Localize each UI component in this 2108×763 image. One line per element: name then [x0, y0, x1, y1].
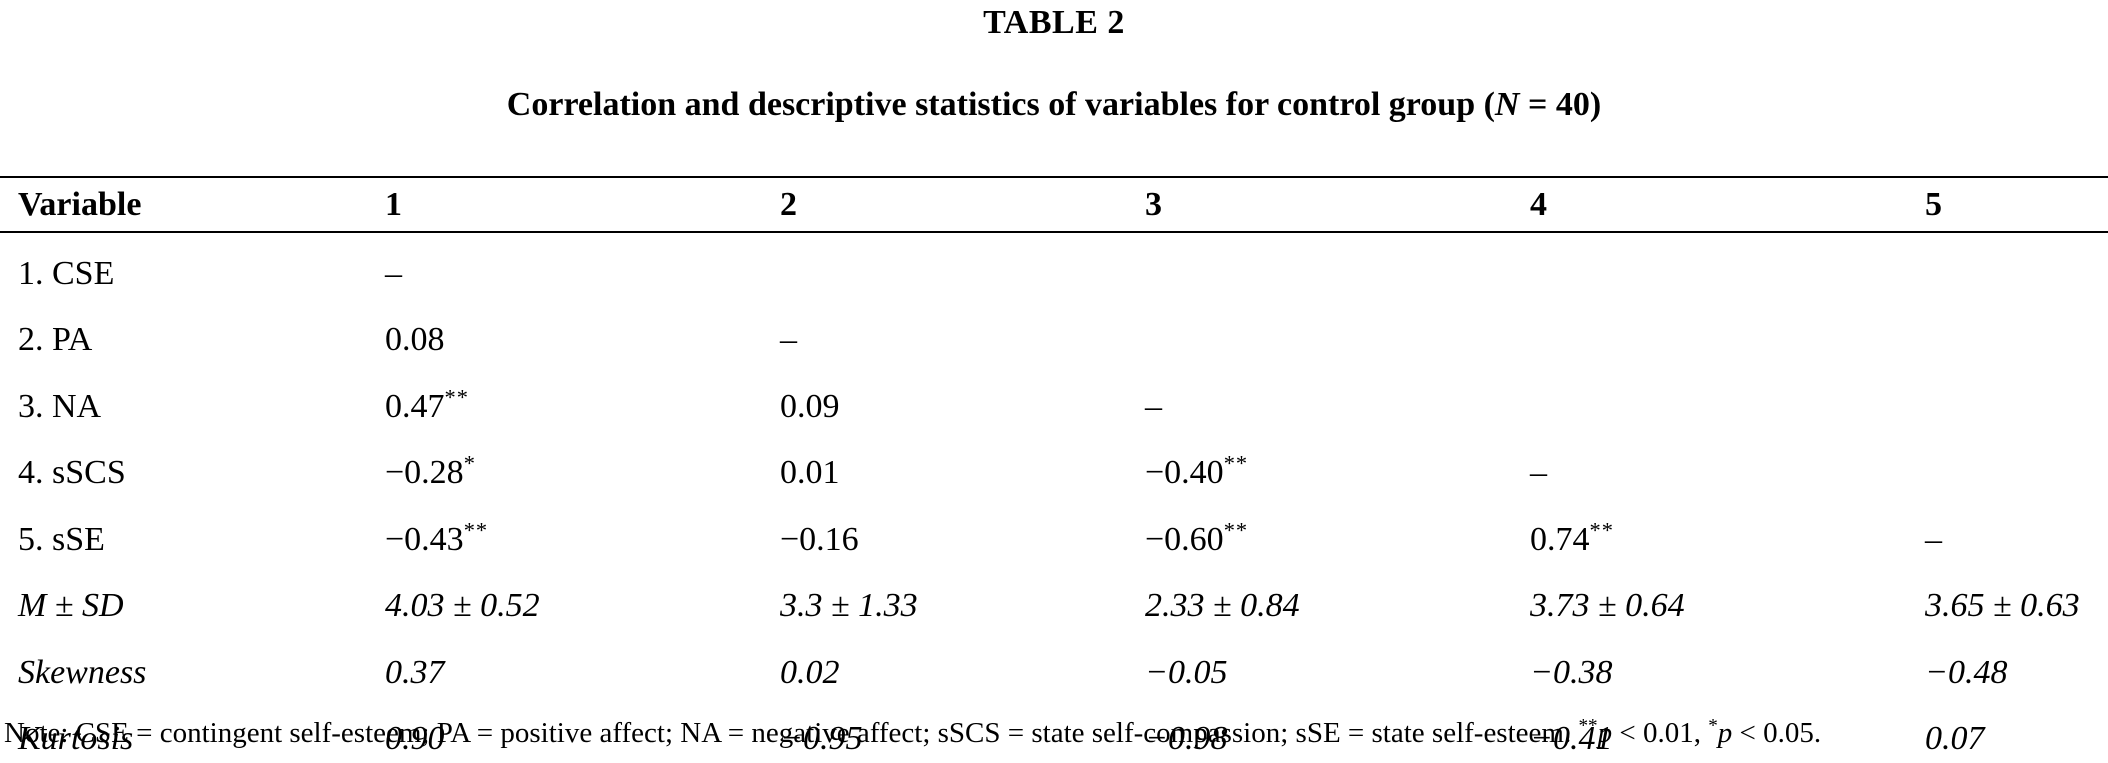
significance-stars: *: [463, 450, 476, 476]
text-run: p: [1597, 717, 1613, 749]
table-cell: 0.07: [1925, 720, 1985, 757]
table-caption: Correlation and descriptive statistics o…: [0, 86, 2108, 124]
statistics-table: Variable 1 2 3 4 5 1. CSE – 2. PA 0.08 – 3. NA 0.47…: [0, 176, 2108, 763]
column-header-1: 1: [385, 177, 780, 233]
significance-stars: **: [1223, 450, 1249, 476]
table-cell: 0.02: [780, 653, 840, 691]
table-cell: [1530, 300, 1925, 367]
table-cell: –: [780, 321, 797, 358]
table-cell: –: [1925, 520, 1942, 558]
row-label: Kurtosis: [18, 720, 134, 757]
table-body: 1. CSE –2. PA 0.08–3. NA 0.47** 0.09–4. sSCS…: [0, 232, 2108, 763]
table-cell: –: [385, 254, 402, 292]
table-cell: 3.65 ± 0.63: [1925, 587, 2080, 624]
text-run: *: [1708, 715, 1718, 737]
text-run: < 0.01,: [1612, 717, 1709, 749]
table-cell: 0.47**: [385, 384, 469, 425]
table-cell: −0.05: [1145, 653, 1228, 691]
table-row: 4. sSCS −0.28* 0.01 −0.40** –: [0, 433, 2108, 500]
table-cell: –: [1530, 454, 1547, 491]
table-cell: −0.43**: [385, 517, 489, 558]
table-cell: 4.03 ± 0.52: [385, 587, 540, 624]
table-cell: [1925, 232, 2108, 300]
row-label: 1. CSE: [18, 254, 115, 292]
table-cell: [1530, 232, 1925, 300]
row-label: 2. PA: [18, 321, 93, 358]
table-number-title: TABLE 2: [983, 4, 1125, 41]
table-cell: –: [1145, 387, 1162, 425]
column-header-5: 5: [1925, 177, 2108, 233]
table-cell: 0.90: [385, 720, 445, 757]
significance-stars: **: [1589, 517, 1614, 543]
table-row: 2. PA 0.08 –: [0, 300, 2108, 367]
table-cell: −0.41: [1530, 720, 1613, 757]
significance-stars: **: [463, 517, 489, 543]
row-label: 3. NA: [18, 387, 102, 425]
table-cell: [1925, 300, 2108, 367]
column-header-4: 4: [1530, 177, 1925, 233]
column-header-2: 2: [780, 177, 1145, 233]
column-header-variable: Variable: [0, 177, 385, 233]
table-cell: 0.74**: [1530, 517, 1614, 558]
text-run: = 40): [1519, 86, 1602, 123]
table-row: M ± SD 4.03 ± 0.52 3.3 ± 1.33 2.33 ± 0.84 3.…: [0, 566, 2108, 633]
table-cell: 0.37: [385, 653, 445, 691]
table-cell: 0.09: [780, 387, 840, 425]
text-run: **: [1578, 715, 1598, 737]
table-row: Skewness 0.37 0.02 −0.05 −0.38 −0.48: [0, 632, 2108, 699]
row-label: 4. sSCS: [18, 454, 126, 491]
table-cell: [1925, 366, 2108, 433]
table-cell: −0.16: [780, 520, 859, 558]
row-label: M ± SD: [18, 587, 124, 624]
table-cell: −0.60**: [1145, 517, 1249, 558]
significance-stars: **: [1223, 517, 1249, 543]
text-run: N: [1494, 86, 1520, 123]
text-run: < 0.05.: [1732, 717, 1822, 749]
table-cell: 3.3 ± 1.33: [780, 587, 918, 624]
column-header-3: 3: [1145, 177, 1530, 233]
table-row: 3. NA 0.47** 0.09 –: [0, 366, 2108, 433]
text-run: Note: CSE = contingent self-esteem; PA =…: [4, 717, 1579, 749]
table-row: 1. CSE –: [0, 232, 2108, 300]
table-cell: −0.98: [1145, 720, 1228, 757]
table-row: 5. sSE −0.43** −0.16 −0.60** 0.74** –: [0, 499, 2108, 566]
table-cell: −0.95: [780, 720, 863, 757]
table-cell: 3.73 ± 0.64: [1530, 587, 1685, 624]
table-cell: [1530, 366, 1925, 433]
table-row: Kurtosis 0.90 −0.95 −0.98 −0.41 0.07: [0, 699, 2108, 763]
significance-stars: **: [444, 384, 469, 410]
table-cell: −0.48: [1925, 653, 2008, 691]
table-cell: −0.28*: [385, 450, 476, 491]
table-cell: 0.08: [385, 321, 445, 358]
table-footnote: Note: CSE = contingent self-esteem; PA =…: [4, 715, 2104, 750]
table-cell: [1925, 433, 2108, 500]
row-label: 5. sSE: [18, 520, 105, 558]
text-run: Correlation and descriptive statistics o…: [506, 86, 1495, 123]
table-cell: −0.40**: [1145, 450, 1249, 491]
table-cell: [1145, 232, 1530, 300]
table-cell: 2.33 ± 0.84: [1145, 587, 1300, 624]
table-cell: [1145, 300, 1530, 367]
table-cell: 0.01: [780, 454, 840, 491]
row-label: Skewness: [18, 653, 147, 691]
table-cell: −0.38: [1530, 653, 1613, 691]
text-run: p: [1717, 717, 1733, 749]
header-row: Variable 1 2 3 4 5: [0, 177, 2108, 233]
table-cell: [780, 232, 1145, 300]
